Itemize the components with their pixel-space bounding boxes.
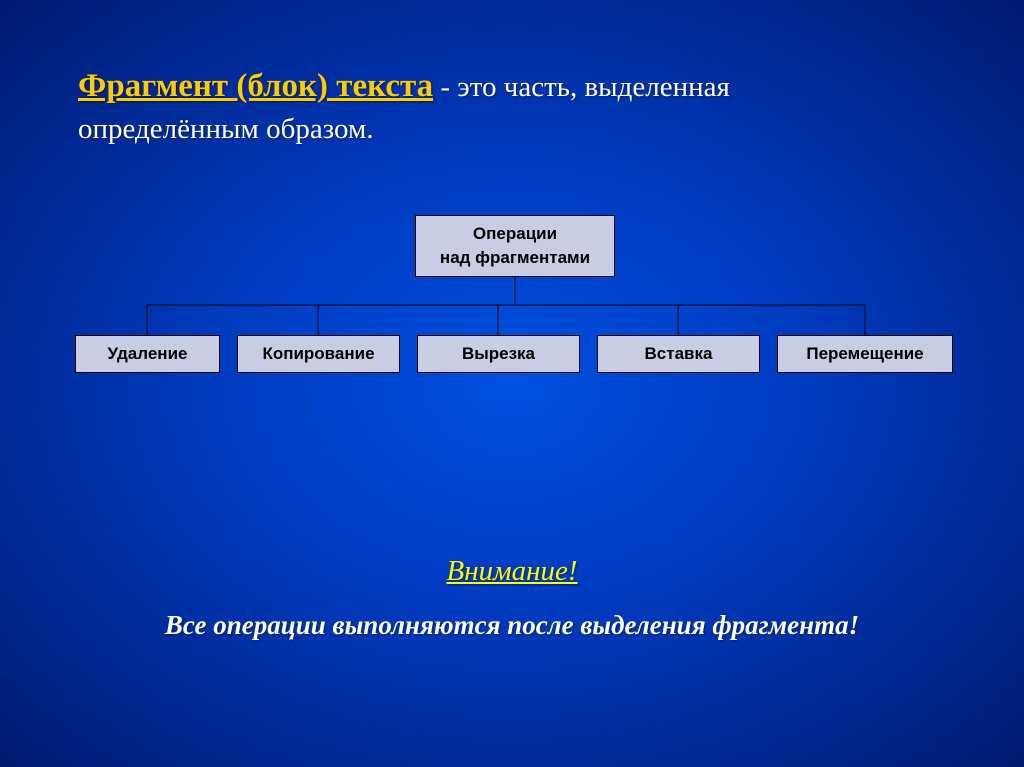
title-rest: - это часть, выделенная: [433, 71, 730, 103]
child-label: Копирование: [262, 344, 374, 364]
root-line2: над фрагментами: [440, 246, 590, 270]
title-emphasis: Фрагмент (блок) текста: [78, 68, 433, 104]
note-text: Все операции выполняются после выделения…: [165, 610, 859, 640]
child-label: Вставка: [645, 344, 713, 364]
title-line2: определённым образом.: [78, 113, 964, 146]
child-node-move: Перемещение: [777, 335, 953, 373]
child-node-delete: Удаление: [75, 335, 220, 373]
child-label: Вырезка: [462, 344, 535, 364]
child-label: Перемещение: [806, 344, 923, 364]
attention-text: Внимание!: [446, 555, 577, 587]
child-node-paste: Вставка: [597, 335, 760, 373]
attention-block: Внимание!: [0, 555, 1024, 588]
slide-header: Фрагмент (блок) текста - это часть, выде…: [78, 68, 964, 146]
child-node-cut: Вырезка: [417, 335, 580, 373]
tree-connectors: [0, 277, 1024, 337]
child-node-copy: Копирование: [237, 335, 400, 373]
title-line1: Фрагмент (блок) текста - это часть, выде…: [78, 68, 964, 105]
child-label: Удаление: [108, 344, 188, 364]
note-block: Все операции выполняются после выделения…: [0, 610, 1024, 641]
root-node: Операции над фрагментами: [415, 215, 615, 277]
root-line1: Операции: [473, 222, 557, 246]
